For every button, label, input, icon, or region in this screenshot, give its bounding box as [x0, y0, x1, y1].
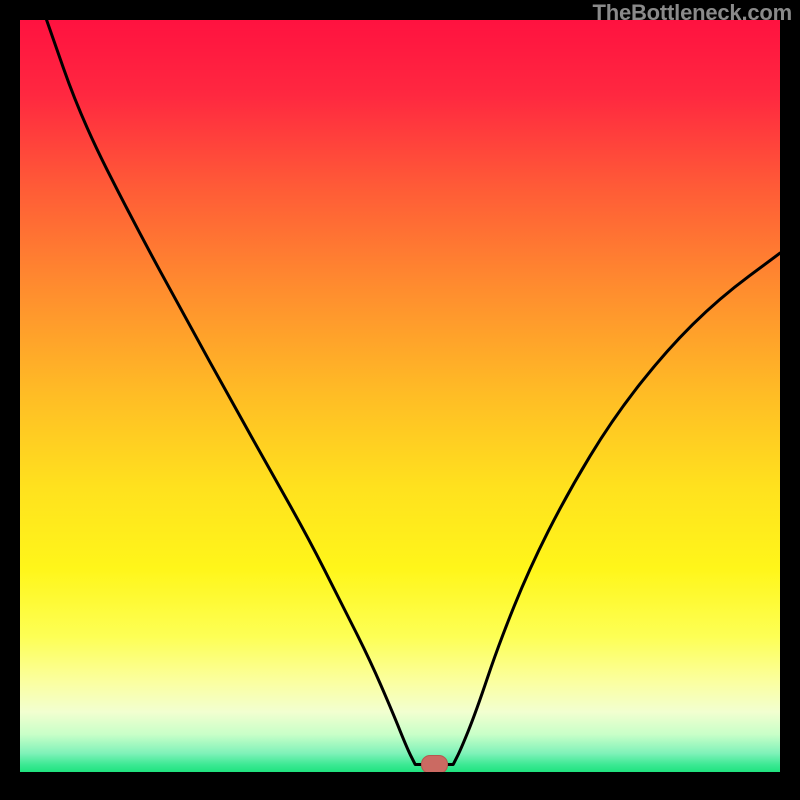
optimum-marker — [421, 755, 448, 772]
chart-container: TheBottleneck.com — [0, 0, 800, 800]
watermark-text: TheBottleneck.com — [592, 0, 792, 26]
plot-area — [20, 20, 780, 772]
bottleneck-curve — [20, 20, 780, 772]
